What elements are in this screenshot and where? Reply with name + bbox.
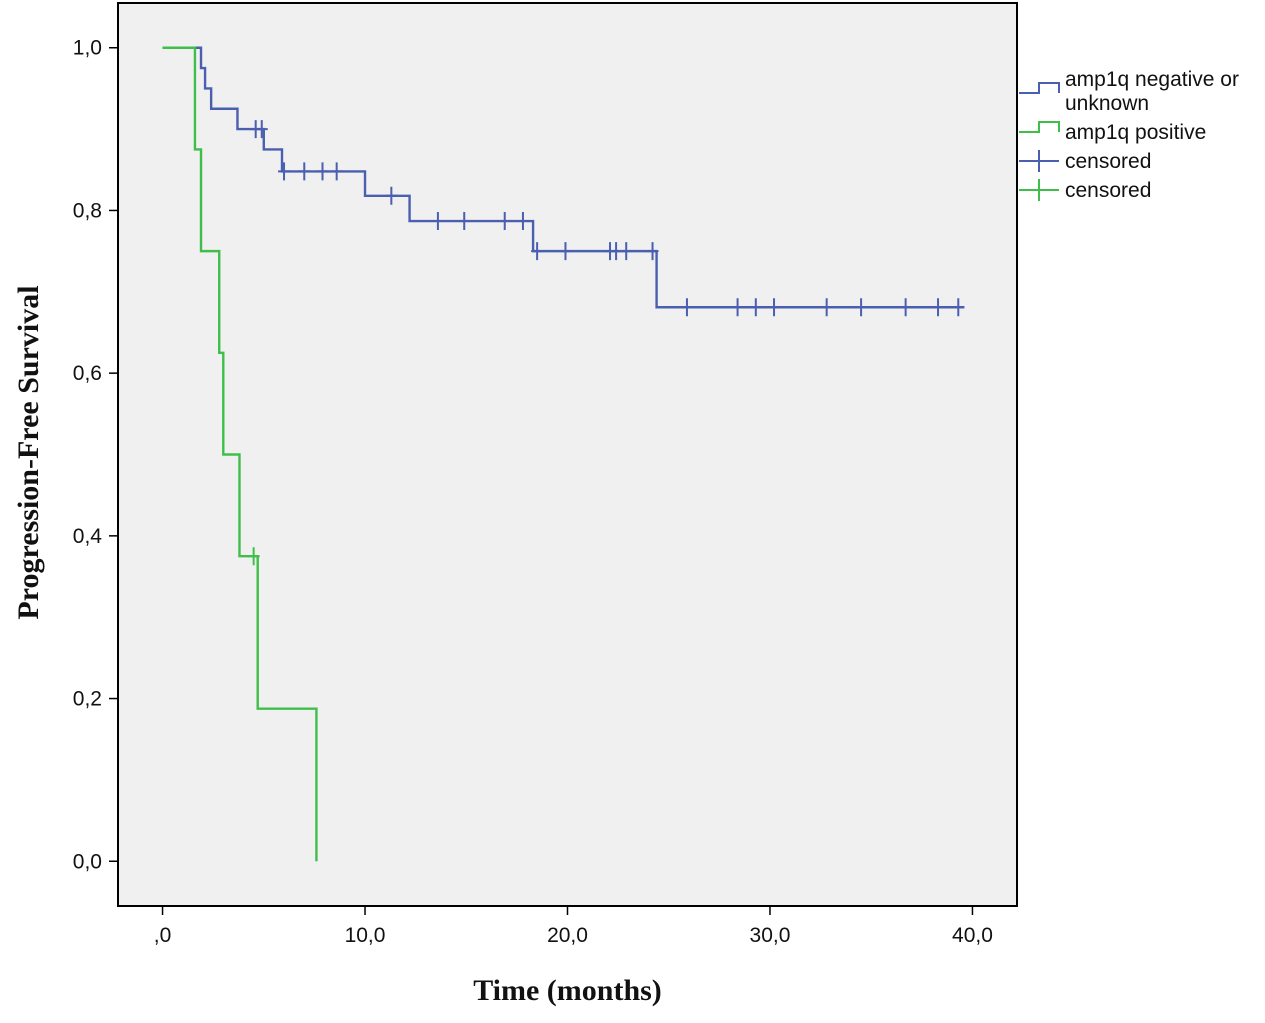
censor-mark bbox=[531, 242, 544, 261]
legend-label: amp1q negative or unknown bbox=[1065, 68, 1239, 115]
y-tick-label: 0,2 bbox=[73, 688, 102, 711]
censor-mark bbox=[255, 120, 268, 139]
y-axis: 0,0 0,2 0,4 0,6 0,8 1,0 bbox=[73, 37, 118, 873]
censor-mark bbox=[855, 298, 868, 317]
x-tick-label: ,0 bbox=[154, 924, 172, 947]
censor-mark bbox=[680, 298, 693, 317]
legend-label: censored bbox=[1065, 150, 1151, 173]
censor-mark bbox=[952, 298, 965, 317]
legend: amp1q negative or unknown amp1q positive ce… bbox=[1019, 68, 1239, 202]
censor-mark bbox=[820, 298, 833, 317]
censor-mark bbox=[932, 298, 945, 317]
legend-swatch bbox=[1019, 121, 1060, 133]
legend-swatch bbox=[1019, 179, 1059, 201]
y-tick-label: 0,6 bbox=[73, 362, 102, 385]
x-tick-label: 30,0 bbox=[750, 924, 791, 947]
y-tick-label: 0,4 bbox=[73, 525, 103, 548]
censor-mark bbox=[247, 547, 260, 566]
x-tick-label: 20,0 bbox=[547, 924, 588, 947]
censor-mark bbox=[516, 212, 529, 231]
series-line-2 bbox=[162, 46, 318, 862]
censor-mark bbox=[749, 298, 762, 317]
censor-mark bbox=[559, 242, 572, 261]
censor-mark bbox=[768, 298, 781, 317]
y-tick-label: 0,0 bbox=[73, 850, 102, 873]
legend-swatch bbox=[1019, 150, 1059, 172]
legend-label: censored bbox=[1065, 179, 1151, 202]
censor-mark bbox=[458, 212, 471, 231]
censor-mark bbox=[316, 162, 329, 181]
censor-mark bbox=[431, 212, 444, 231]
y-tick-label: 0,8 bbox=[73, 199, 102, 222]
series-layer bbox=[162, 46, 965, 862]
censor-mark bbox=[620, 242, 633, 261]
censor-mark bbox=[278, 162, 291, 181]
legend-swatch bbox=[1019, 82, 1060, 94]
censor-mark bbox=[731, 298, 744, 317]
x-tick-label: 40,0 bbox=[952, 924, 993, 947]
censor-mark bbox=[610, 242, 623, 261]
censor-mark bbox=[330, 162, 343, 181]
censor-mark bbox=[298, 162, 311, 181]
x-axis-title: Time (months) bbox=[473, 974, 662, 1007]
y-tick-label: 1,0 bbox=[73, 37, 102, 60]
series-line-1 bbox=[162, 46, 965, 309]
x-tick-label: 10,0 bbox=[345, 924, 386, 947]
plot-area bbox=[117, 2, 1018, 907]
censor-mark bbox=[498, 212, 511, 231]
legend-label: amp1q positive bbox=[1065, 121, 1206, 144]
y-axis-title: Progression-Free Survival bbox=[12, 285, 45, 619]
x-axis: ,0 10,0 20,0 30,0 40,0 bbox=[154, 906, 993, 947]
censor-mark bbox=[385, 186, 398, 205]
censor-mark bbox=[646, 242, 659, 261]
censor-mark bbox=[899, 298, 912, 317]
